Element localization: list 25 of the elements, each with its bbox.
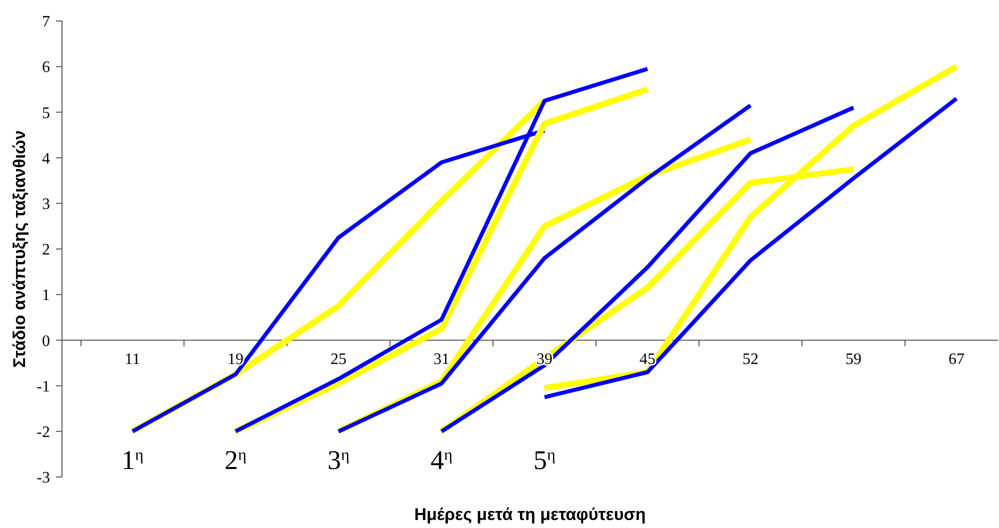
y-tick-label: -2 (36, 424, 50, 441)
y-tick-label: 4 (42, 150, 50, 168)
x-tick-label: 67 (948, 351, 964, 368)
x-tick-label: 25 (330, 351, 346, 368)
annotation: 3$^{η}$ (328, 445, 350, 475)
y-tick-label: 0 (42, 332, 50, 350)
x-tick-label: 52 (742, 351, 758, 368)
y-tick-label: 5 (42, 104, 50, 122)
y-tick-label: 3 (42, 196, 50, 213)
annotation: 5$^{η}$ (534, 445, 556, 475)
y-tick-label: -1 (36, 378, 50, 396)
x-tick-label: 59 (846, 351, 862, 368)
y-tick-label: 1 (42, 287, 50, 304)
y-axis-title: Στάδιο ανάπτυξης ταξιανθιών (10, 130, 29, 368)
y-tick-label: 6 (42, 59, 50, 76)
annotation: 4$^{η}$ (430, 445, 452, 475)
x-axis-title: Ημέρες μετά τη μεταφύτευση (414, 505, 646, 524)
annotation: 2$^{η}$ (224, 445, 246, 475)
y-tick-label: 2 (42, 242, 50, 259)
x-tick-label: 19 (228, 351, 244, 368)
y-tick-label: -3 (36, 470, 50, 487)
x-tick-label: 31 (434, 351, 450, 368)
x-tick-label: 11 (124, 351, 140, 368)
annotation: 1$^{η}$ (122, 445, 144, 475)
y-tick-label: 7 (42, 14, 50, 31)
